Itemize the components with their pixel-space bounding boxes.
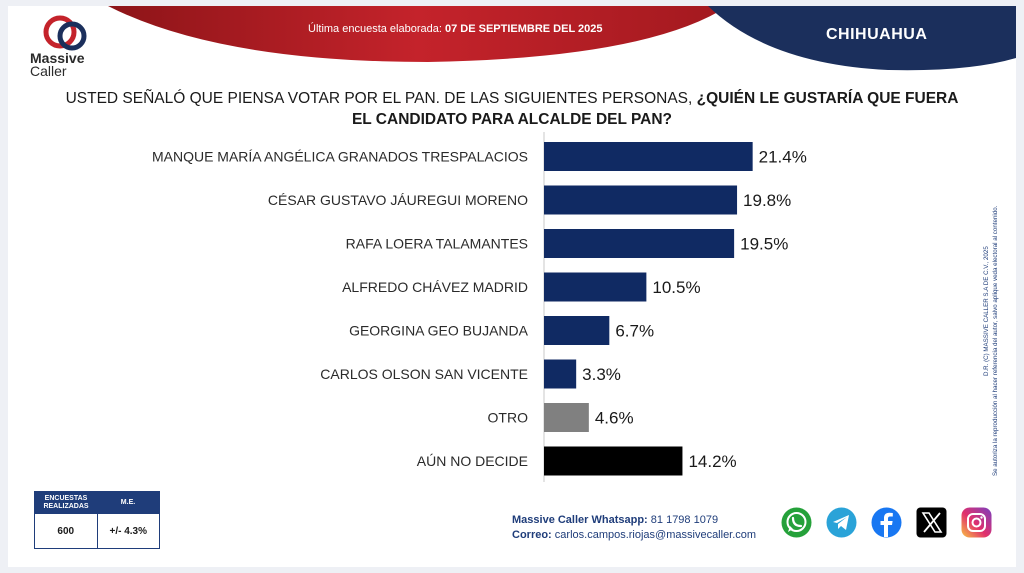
- stats-value-row: 600 +/- 4.3%: [35, 514, 159, 548]
- survey-date-value: 07 DE SEPTIEMBRE DEL 2025: [444, 23, 603, 35]
- value-label: 21.4%: [759, 148, 807, 167]
- survey-stats-table: ENCUESTAS REALIZADAS M.E. 600 +/- 4.3%: [34, 491, 160, 549]
- value-label: 19.8%: [743, 191, 791, 210]
- instagram-icon[interactable]: [960, 506, 993, 539]
- poll-slide: Massive Caller Última encuesta elaborada…: [8, 6, 1016, 567]
- question-title: USTED SEÑALÓ QUE PIENSA VOTAR POR EL PAN…: [8, 88, 1016, 130]
- category-label: GEORGINA GEO BUJANDA: [349, 323, 529, 339]
- bar: [544, 446, 683, 476]
- question-part-3: EL CANDIDATO PARA ALCALDE DEL PAN?: [351, 111, 673, 128]
- surveys-header: ENCUESTAS REALIZADAS: [35, 492, 97, 514]
- header-background: [108, 6, 1016, 71]
- whatsapp-line: Massive Caller Whatsapp: 81 1798 1079: [512, 513, 756, 528]
- bar: [544, 229, 735, 258]
- bar-chart: MANQUE MARÍA ANGÉLICA GRANADOS TRESPALAC…: [152, 132, 807, 482]
- whatsapp-icon[interactable]: [780, 506, 813, 539]
- category-label: CÉSAR GUSTAVO JÁUREGUI MORENO: [268, 192, 528, 208]
- surveys-count: 600: [35, 514, 98, 548]
- value-label: 3.3%: [582, 365, 621, 384]
- category-label: MANQUE MARÍA ANGÉLICA GRANADOS TRESPALAC…: [152, 149, 528, 165]
- social-icons: [780, 506, 993, 539]
- contact-info: Massive Caller Whatsapp: 81 1798 1079 Co…: [512, 513, 756, 543]
- telegram-icon[interactable]: [825, 506, 858, 539]
- bar: [544, 359, 577, 389]
- stats-header-row: ENCUESTAS REALIZADAS M.E.: [35, 492, 159, 514]
- email-label: Correo:: [512, 529, 552, 541]
- value-label: 19.5%: [740, 235, 788, 254]
- category-label: ALFREDO CHÁVEZ MADRID: [342, 279, 528, 295]
- survey-date-label: Última encuesta elaborada:: [308, 23, 442, 35]
- surveys-header-line-2: REALIZADAS: [43, 503, 89, 510]
- x-icon[interactable]: [915, 506, 948, 539]
- question-part-2: ¿QUIÉN LE GUSTARÍA QUE FUERA: [696, 90, 959, 107]
- category-label: CARLOS OLSON SAN VICENTE: [320, 366, 528, 382]
- email-address[interactable]: carlos.campos.riojas@massivecaller.com: [554, 529, 757, 541]
- brand-name: Massive Caller: [30, 50, 85, 79]
- value-label: 10.5%: [652, 278, 700, 297]
- value-label: 4.6%: [595, 409, 634, 428]
- category-label: RAFA LOERA TALAMANTES: [346, 236, 528, 252]
- whatsapp-label: Massive Caller Whatsapp:: [512, 514, 648, 526]
- bar: [544, 272, 647, 302]
- bar: [544, 185, 738, 215]
- value-label: 14.2%: [688, 452, 736, 471]
- question-part-1: USTED SEÑALÓ QUE PIENSA VOTAR POR EL PAN…: [65, 90, 697, 107]
- value-label: 6.7%: [615, 322, 654, 341]
- massive-caller-logo-icon: [43, 15, 87, 51]
- bar: [544, 316, 610, 345]
- copyright-line-1: D.R. (C) MASSIVE CALLER S.A DE C.V., 202…: [983, 246, 990, 376]
- email-line: Correo: carlos.campos.riojas@massivecall…: [512, 528, 756, 543]
- header-navy-banner: [708, 6, 1016, 71]
- copyright-note: D.R. (C) MASSIVE CALLER S.A DE C.V., 202…: [983, 205, 999, 476]
- category-label: OTRO: [488, 410, 529, 426]
- margin-of-error-value: +/- 4.3%: [109, 525, 148, 537]
- copyright-line-2: Se autoriza la reproducción al hacer ref…: [992, 205, 999, 476]
- brand-line-1: Massive: [30, 50, 85, 66]
- survey-date: Última encuesta elaborada: 07 DE SEPTIEM…: [308, 23, 603, 35]
- region-label: CHIHUAHUA: [826, 26, 928, 43]
- facebook-icon[interactable]: [870, 506, 903, 539]
- surveys-header-line-1: ENCUESTAS: [44, 495, 88, 502]
- bar: [544, 403, 589, 432]
- brand-line-2: Caller: [30, 63, 67, 79]
- bar: [544, 142, 753, 171]
- whatsapp-number: 81 1798 1079: [650, 514, 719, 526]
- margin-of-error-header: M.E.: [120, 499, 136, 506]
- header-red-banner: [108, 6, 728, 62]
- category-label: AÚN NO DECIDE: [417, 453, 528, 469]
